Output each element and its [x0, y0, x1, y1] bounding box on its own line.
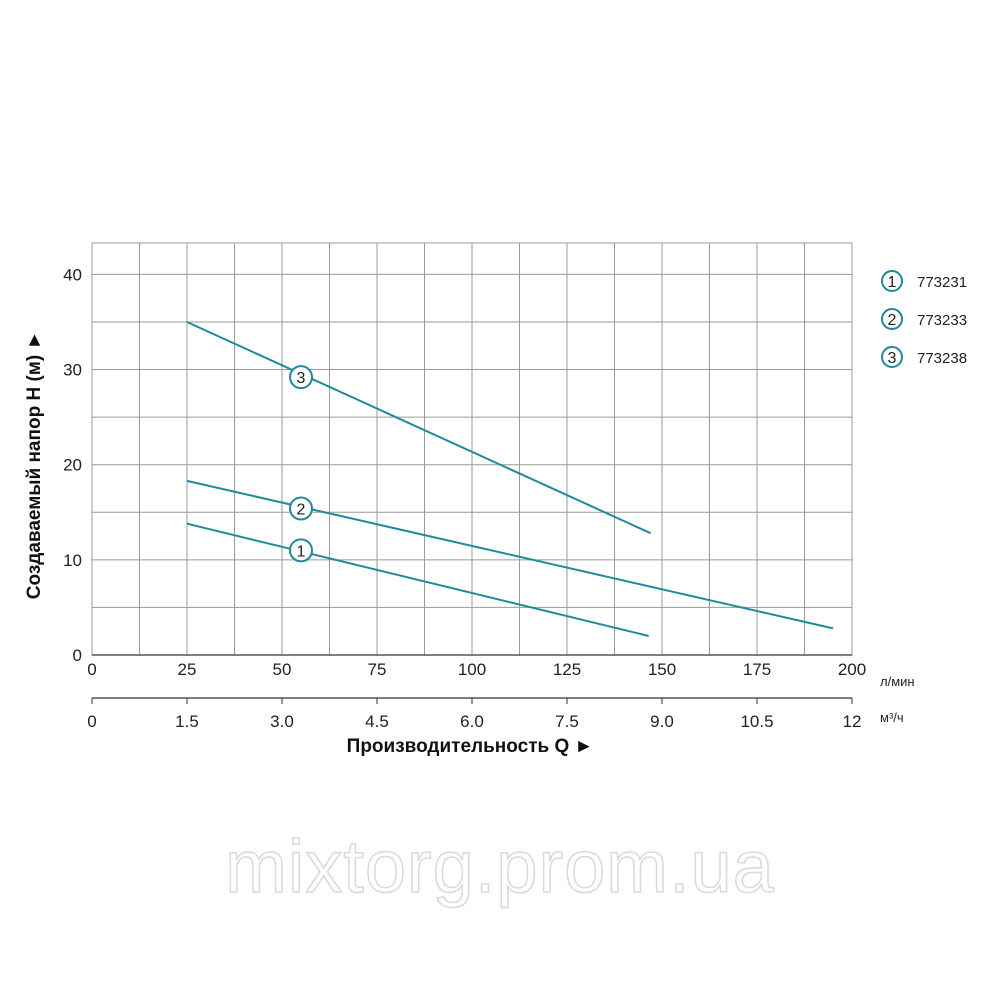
legend-item-text: 773238 [917, 350, 967, 367]
x-unit-secondary-label: м³/ч [880, 710, 904, 725]
x-tick-label-primary: 0 [87, 660, 96, 679]
x-tick-label-secondary: 9.0 [650, 712, 674, 731]
x-tick-label-secondary: 6.0 [460, 712, 484, 731]
y-tick-label: 40 [63, 265, 82, 284]
x-tick-label-primary: 100 [458, 660, 486, 679]
series-marker-label: 2 [297, 501, 306, 518]
legend-marker [881, 308, 903, 330]
x-tick-label-secondary: 7.5 [555, 712, 579, 731]
series-marker-773231 [289, 538, 313, 563]
legend-marker-label: 2 [888, 312, 897, 329]
x-unit-primary-label: л/мин [880, 674, 915, 689]
legend: 1 773231 2 773233 3 773238 [881, 270, 967, 368]
legend-marker-label: 1 [888, 274, 897, 291]
series-line-773233 [186, 479, 834, 630]
x-tick-label-primary: 125 [553, 660, 581, 679]
series-marker-773233 [289, 496, 313, 521]
series-line-773238 [186, 321, 652, 535]
y-tick-label: 0 [73, 646, 82, 665]
x-axis-title: Производительность Q ► [347, 736, 594, 757]
x-tick-label-secondary: 10.5 [740, 712, 773, 731]
x-tick-label-primary: 175 [743, 660, 771, 679]
x-tick-label-secondary: 0 [87, 712, 96, 731]
legend-item-text: 773231 [917, 274, 967, 291]
y-axis-title: Создаваемый напор H (м) ► [24, 331, 45, 600]
axes: 0 10 20 30 40 0 25 50 75 100 125 150 175 200 0 1.5 3.0 4.… [63, 265, 866, 731]
x-tick-label-primary: 200 [838, 660, 866, 679]
series-marker-label: 3 [297, 370, 306, 387]
x-tick-label-primary: 75 [368, 660, 387, 679]
series-marker-773238 [289, 365, 313, 390]
x-tick-label-secondary: 1.5 [175, 712, 199, 731]
x-tick-label-primary: 50 [273, 660, 292, 679]
y-tick-label: 10 [63, 551, 82, 570]
y-tick-label: 20 [63, 456, 82, 475]
x-tick-label-primary: 25 [178, 660, 197, 679]
x-tick-label-secondary: 3.0 [270, 712, 294, 731]
legend-marker [881, 270, 903, 292]
legend-marker-label: 3 [888, 350, 897, 367]
watermark: mixtorg.prom.ua [225, 825, 775, 908]
x-tick-label-secondary: 12 [843, 712, 862, 731]
legend-marker [881, 346, 903, 368]
grid [91, 242, 853, 656]
x-tick-label-primary: 150 [648, 660, 676, 679]
series-markers: 1 2 3 [289, 365, 313, 563]
legend-item-text: 773233 [917, 312, 967, 329]
series-marker-label: 1 [297, 543, 306, 560]
series-line-773231 [186, 522, 649, 637]
x-tick-label-secondary: 4.5 [365, 712, 389, 731]
y-tick-label: 30 [63, 361, 82, 380]
